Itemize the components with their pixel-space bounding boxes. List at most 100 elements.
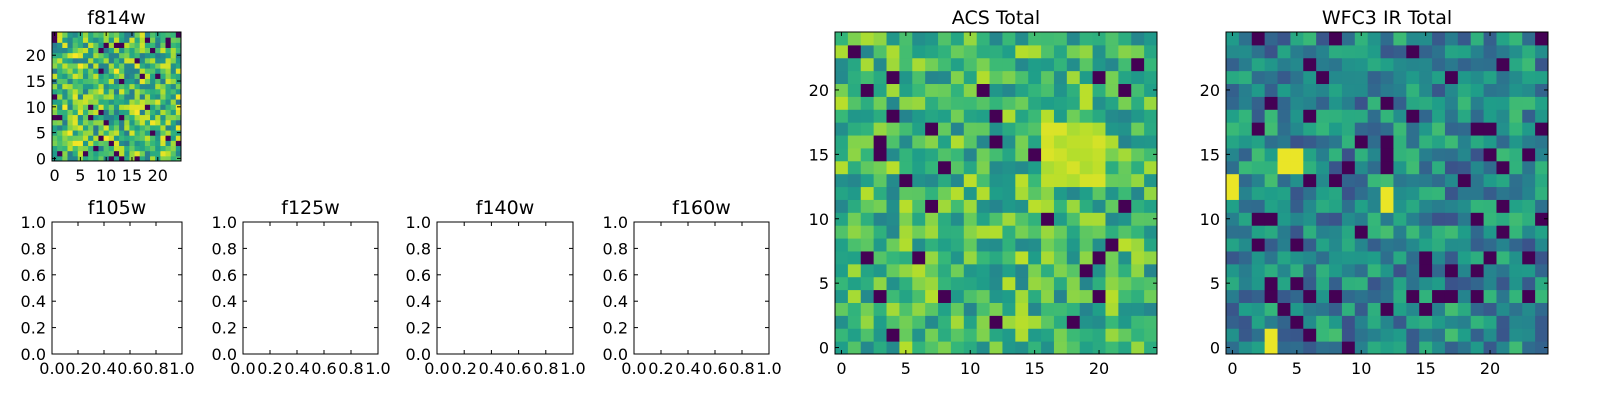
heatmap-cell (1509, 70, 1523, 85)
heatmap-cell (1406, 83, 1420, 97)
panel-title: f814w (87, 7, 146, 29)
y-tick-label: 0.4 (603, 292, 628, 311)
heatmap-cell (1251, 250, 1266, 265)
heatmap-cell (1393, 263, 1407, 278)
heatmap-cell (57, 114, 63, 121)
heatmap-cell (175, 47, 182, 54)
heatmap-cell (113, 32, 120, 38)
heatmap-cell (860, 341, 875, 355)
heatmap-cell (150, 32, 156, 38)
heatmap-cell (1522, 135, 1536, 149)
heatmap-cell (925, 328, 939, 342)
heatmap-cell (1002, 173, 1016, 188)
heatmap-cell (155, 42, 161, 48)
heatmap-cell (1053, 225, 1068, 239)
heatmap-cell (950, 122, 965, 136)
heatmap-cell (98, 114, 105, 121)
heatmap-cell (1144, 173, 1158, 188)
heatmap-cell (67, 47, 74, 54)
heatmap-cell (938, 44, 952, 59)
heatmap-cell (150, 37, 156, 43)
heatmap-cell (1509, 96, 1523, 110)
heatmap-cell (1470, 122, 1485, 136)
heatmap-cell (57, 130, 63, 136)
heatmap-cell (129, 68, 136, 74)
heatmap-cell (1041, 250, 1055, 265)
heatmap-cell (1277, 32, 1291, 46)
heatmap-cell (108, 52, 115, 59)
heatmap-cell (1341, 44, 1356, 59)
heatmap-cell (1354, 109, 1369, 123)
heatmap-cell (170, 145, 177, 152)
y-tick-label: 10 (1200, 210, 1220, 229)
heatmap-cell (103, 130, 110, 136)
heatmap-cell (938, 70, 952, 85)
heatmap-cell (1251, 225, 1266, 239)
heatmap-cell (93, 83, 99, 90)
heatmap-cell (108, 32, 115, 38)
y-tick-label: 0.6 (603, 266, 628, 285)
heatmap-cell (139, 140, 146, 147)
heatmap-cell (1002, 186, 1016, 200)
heatmap-cell (1251, 289, 1266, 303)
x-tick-label: 0.0 (424, 359, 449, 378)
heatmap-cell (1226, 160, 1240, 175)
heatmap-cell (160, 119, 167, 126)
heatmap-cell (1118, 315, 1132, 329)
heatmap-cell (1457, 225, 1472, 239)
heatmap-cell (860, 328, 875, 342)
x-tick-label: 0.2 (648, 359, 673, 378)
y-tick-label: 0.0 (406, 345, 431, 364)
heatmap-cell (1509, 109, 1523, 123)
heatmap-cell (1419, 135, 1433, 149)
heatmap-cell (77, 47, 84, 54)
heatmap-cell (139, 57, 146, 64)
heatmap-cell (72, 155, 79, 162)
heatmap-cell (175, 88, 182, 95)
heatmap-cell (1380, 135, 1394, 149)
heatmap-cell (1470, 160, 1485, 175)
heatmap-cell (82, 109, 89, 116)
y-tick-label: 0.8 (603, 239, 628, 258)
heatmap-cell (1432, 328, 1446, 342)
heatmap-cell (62, 52, 68, 59)
heatmap-cell (1535, 250, 1549, 265)
heatmap-cell (82, 73, 89, 79)
heatmap-cell (847, 96, 862, 110)
heatmap-cell (113, 83, 120, 90)
heatmap-cell (165, 93, 172, 100)
heatmap-cell (1226, 238, 1240, 252)
heatmap-cell (139, 99, 146, 105)
heatmap-cell (1341, 225, 1356, 239)
heatmap-cell (1144, 147, 1158, 162)
heatmap-cell (1028, 263, 1042, 278)
heatmap-cell (1354, 250, 1369, 265)
heatmap-cell (989, 44, 1003, 59)
heatmap-cell (1131, 225, 1145, 239)
heatmap-cell (144, 99, 151, 105)
y-tick-label: 5 (1210, 274, 1220, 293)
heatmap-cell (1028, 289, 1042, 303)
heatmap-cell (1144, 32, 1158, 46)
heatmap-cell (963, 250, 978, 265)
heatmap-cell (129, 73, 136, 79)
heatmap-cell (119, 57, 125, 64)
heatmap-cell (1226, 57, 1240, 72)
heatmap-cell (139, 109, 146, 116)
heatmap-cell (1496, 302, 1510, 316)
heatmap-cell (1522, 276, 1536, 291)
y-tick-label: 0 (819, 339, 829, 358)
heatmap-cell (144, 37, 151, 43)
heatmap-cell (1329, 32, 1343, 46)
heatmap-cell (139, 52, 146, 59)
heatmap-cell (1393, 341, 1407, 355)
heatmap-cell (165, 37, 172, 43)
heatmap-cell (1226, 302, 1240, 316)
heatmap-cell (62, 93, 68, 100)
heatmap-cell (1316, 122, 1330, 136)
heatmap-cell (1092, 70, 1106, 85)
heatmap-cell (1144, 199, 1158, 213)
heatmap-cell (160, 68, 167, 74)
heatmap-cell (1367, 250, 1382, 265)
heatmap-cell (98, 37, 105, 43)
